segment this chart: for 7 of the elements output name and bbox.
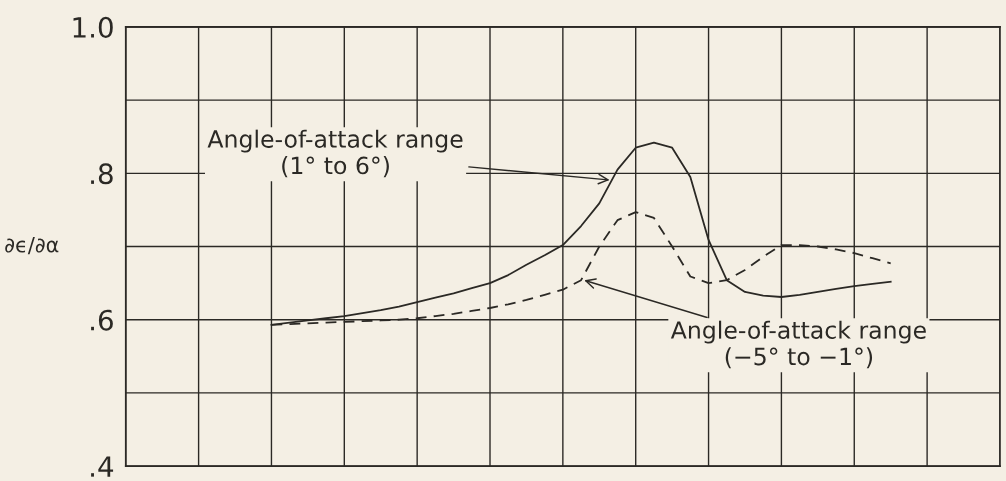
y-tick-label: .4 bbox=[91, 456, 114, 477]
annotation: Angle-of-attack range (1° to 6°) bbox=[207, 129, 463, 178]
y-tick-label: 1.0 bbox=[73, 16, 113, 38]
y-tick-label: .6 bbox=[91, 309, 113, 331]
y-axis-title: ∂ϵ/∂α bbox=[5, 237, 59, 255]
annotation: Angle-of-attack range (−5° to −1°) bbox=[670, 320, 926, 369]
y-tick-label: .8 bbox=[91, 163, 113, 185]
